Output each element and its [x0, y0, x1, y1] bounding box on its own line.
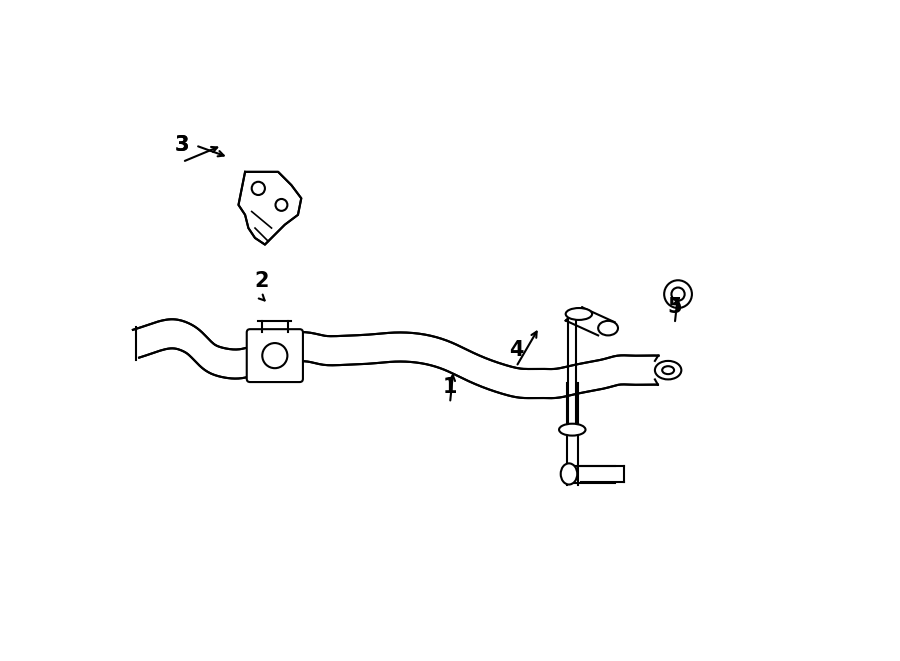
Ellipse shape	[559, 424, 586, 436]
Ellipse shape	[671, 288, 685, 301]
Polygon shape	[133, 319, 659, 398]
Ellipse shape	[655, 361, 681, 379]
Ellipse shape	[561, 463, 577, 485]
Ellipse shape	[662, 366, 674, 374]
Ellipse shape	[275, 199, 287, 211]
FancyBboxPatch shape	[247, 329, 303, 382]
Text: 1: 1	[443, 377, 457, 397]
Text: 3: 3	[175, 136, 190, 155]
Ellipse shape	[664, 280, 692, 308]
Text: 2: 2	[255, 271, 269, 291]
Ellipse shape	[566, 308, 592, 320]
Ellipse shape	[598, 321, 618, 335]
Text: 3: 3	[175, 136, 190, 155]
Polygon shape	[238, 172, 302, 245]
Text: 5: 5	[668, 297, 682, 317]
Ellipse shape	[262, 343, 287, 368]
Ellipse shape	[252, 182, 265, 195]
Text: 4: 4	[508, 340, 523, 360]
